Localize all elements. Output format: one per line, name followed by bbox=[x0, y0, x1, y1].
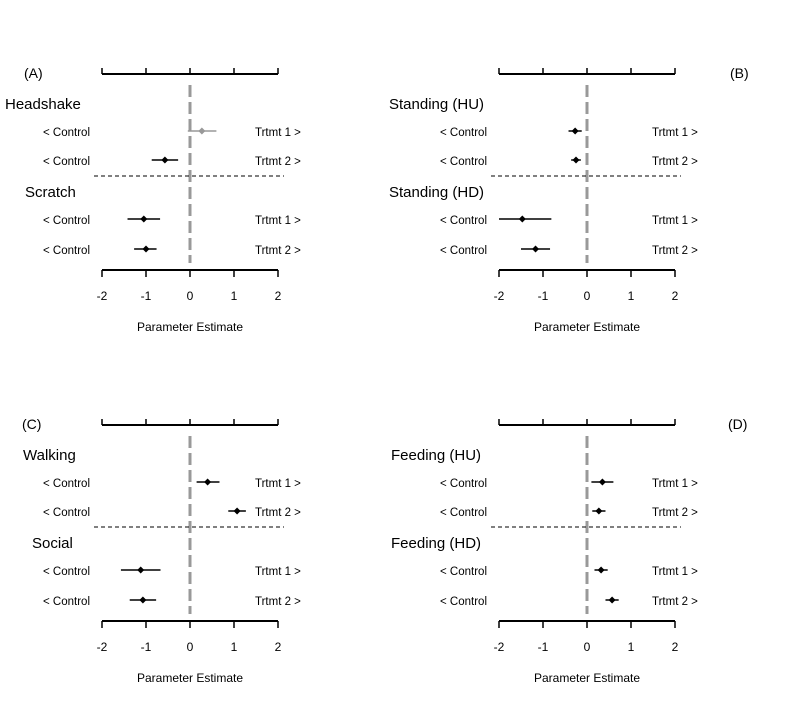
left-label: < Control bbox=[43, 596, 90, 608]
left-label: < Control bbox=[43, 566, 90, 578]
right-label: Trtmt 1 > bbox=[255, 127, 301, 139]
panel-label: (A) bbox=[24, 65, 43, 81]
right-label: Trtmt 1 > bbox=[652, 566, 698, 578]
point-estimate bbox=[140, 215, 148, 223]
right-label: Trtmt 1 > bbox=[255, 478, 301, 490]
right-label: Trtmt 2 > bbox=[652, 156, 698, 168]
forest-panel-a: (A) -2 -1 0 1 2 Parameter Estimate Headshake < C… bbox=[5, 65, 301, 334]
right-label: Trtmt 1 > bbox=[652, 215, 698, 227]
x-tick-label: 1 bbox=[231, 289, 238, 303]
x-tick-label: 2 bbox=[672, 289, 679, 303]
point-estimate bbox=[598, 478, 606, 486]
x-tick-label: -1 bbox=[538, 640, 549, 654]
point-estimate bbox=[139, 596, 147, 604]
x-tick-label: 1 bbox=[231, 640, 238, 654]
group-title: Social bbox=[32, 535, 73, 552]
x-tick-label: 0 bbox=[584, 289, 591, 303]
left-label: < Control bbox=[440, 566, 487, 578]
x-axis-title: Parameter Estimate bbox=[534, 671, 640, 685]
point-estimate bbox=[571, 127, 579, 135]
x-tick-label: 2 bbox=[672, 640, 679, 654]
left-label: < Control bbox=[43, 507, 90, 519]
point-estimate bbox=[233, 507, 241, 515]
forest-panel-c: (C) -2 -1 0 1 2 Parameter Estimate Walking < Con… bbox=[22, 416, 301, 685]
left-label: < Control bbox=[440, 156, 487, 168]
point-estimate bbox=[597, 566, 605, 574]
panel-label: (D) bbox=[728, 416, 747, 432]
point-estimate bbox=[198, 127, 206, 135]
x-tick-label: 2 bbox=[275, 640, 282, 654]
x-axis-title: Parameter Estimate bbox=[534, 320, 640, 334]
left-label: < Control bbox=[440, 127, 487, 139]
right-label: Trtmt 2 > bbox=[255, 156, 301, 168]
right-label: Trtmt 1 > bbox=[255, 566, 301, 578]
point-estimate bbox=[137, 566, 145, 574]
panel-label: (B) bbox=[730, 65, 749, 81]
panel-label: (C) bbox=[22, 416, 41, 432]
left-label: < Control bbox=[43, 245, 90, 257]
point-estimate bbox=[142, 245, 150, 253]
left-label: < Control bbox=[43, 478, 90, 490]
right-label: Trtmt 1 > bbox=[652, 127, 698, 139]
point-estimate bbox=[595, 507, 603, 515]
x-tick-label: -1 bbox=[538, 289, 549, 303]
left-label: < Control bbox=[440, 245, 487, 257]
group-title: Standing (HU) bbox=[389, 96, 484, 113]
right-label: Trtmt 2 > bbox=[255, 596, 301, 608]
x-tick-label: -2 bbox=[97, 640, 108, 654]
group-title: Headshake bbox=[5, 96, 81, 113]
left-label: < Control bbox=[43, 127, 90, 139]
right-label: Trtmt 2 > bbox=[652, 507, 698, 519]
point-estimate bbox=[161, 156, 169, 164]
x-tick-label: -2 bbox=[494, 640, 505, 654]
right-label: Trtmt 2 > bbox=[255, 245, 301, 257]
right-label: Trtmt 2 > bbox=[255, 507, 301, 519]
left-label: < Control bbox=[440, 507, 487, 519]
forest-panel-d: (D) -2 -1 0 1 2 Parameter Estimate Feeding (HU)… bbox=[391, 416, 747, 685]
group-title: Feeding (HD) bbox=[391, 535, 481, 552]
left-label: < Control bbox=[440, 478, 487, 490]
point-estimate bbox=[572, 156, 580, 164]
left-label: < Control bbox=[43, 215, 90, 227]
x-tick-label: 1 bbox=[628, 640, 635, 654]
right-label: Trtmt 2 > bbox=[652, 245, 698, 257]
right-label: Trtmt 1 > bbox=[652, 478, 698, 490]
group-title: Walking bbox=[23, 447, 76, 464]
x-tick-label: -1 bbox=[141, 640, 152, 654]
right-label: Trtmt 1 > bbox=[255, 215, 301, 227]
x-tick-label: 0 bbox=[187, 640, 194, 654]
left-label: < Control bbox=[440, 215, 487, 227]
x-tick-label: 1 bbox=[628, 289, 635, 303]
x-tick-label: -2 bbox=[97, 289, 108, 303]
x-tick-label: 2 bbox=[275, 289, 282, 303]
x-axis-title: Parameter Estimate bbox=[137, 320, 243, 334]
point-estimate bbox=[608, 596, 616, 604]
group-title: Feeding (HU) bbox=[391, 447, 481, 464]
right-label: Trtmt 2 > bbox=[652, 596, 698, 608]
left-label: < Control bbox=[43, 156, 90, 168]
point-estimate bbox=[518, 215, 526, 223]
group-title: Scratch bbox=[25, 184, 76, 201]
point-estimate bbox=[204, 478, 212, 486]
point-estimate bbox=[532, 245, 540, 253]
x-tick-label: -1 bbox=[141, 289, 152, 303]
group-title: Standing (HD) bbox=[389, 184, 484, 201]
x-tick-label: -2 bbox=[494, 289, 505, 303]
x-tick-label: 0 bbox=[187, 289, 194, 303]
x-axis-title: Parameter Estimate bbox=[137, 671, 243, 685]
left-label: < Control bbox=[440, 596, 487, 608]
x-tick-label: 0 bbox=[584, 640, 591, 654]
forest-panel-b: (B) -2 -1 0 1 2 Parameter Estimate Standing (HU… bbox=[389, 65, 749, 334]
